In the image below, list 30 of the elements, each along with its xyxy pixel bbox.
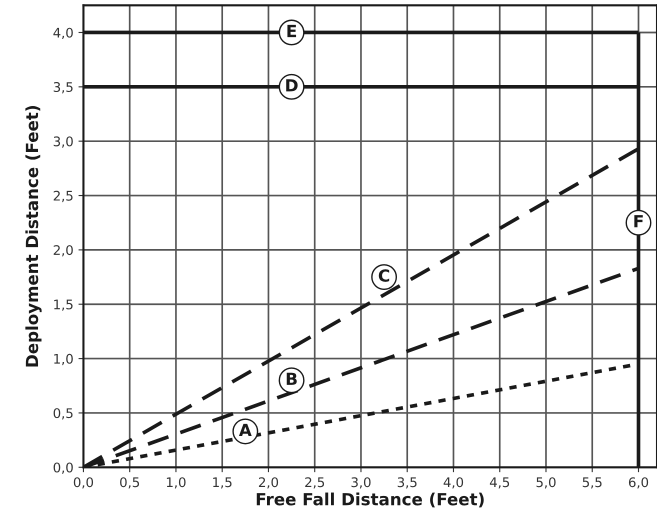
y-tick-label: 2,5 xyxy=(54,190,73,202)
x-tick-label: 2,0 xyxy=(258,477,278,489)
x-tick-label: 3,0 xyxy=(351,477,371,489)
x-tick-label: 3,5 xyxy=(398,477,417,489)
y-tick-label: 4,0 xyxy=(53,28,73,40)
y-tick-label: 1,5 xyxy=(54,300,73,311)
annotation: F xyxy=(634,215,643,228)
y-tick-label: 0,0 xyxy=(54,462,73,474)
y-tick-label: 1,0 xyxy=(54,354,73,366)
x-tick-label: 0,5 xyxy=(120,477,140,489)
x-tick-label: 4,0 xyxy=(444,477,464,489)
x-tick-label: 5,5 xyxy=(582,477,602,489)
x-tick-label: 6,0 xyxy=(628,477,648,489)
y-axis-title: Deployment Distance (Feet) xyxy=(25,106,42,366)
annotation: D xyxy=(286,79,298,92)
x-tick-label: 0,0 xyxy=(74,477,94,489)
annotation: C xyxy=(378,269,390,282)
annotation: A xyxy=(238,424,252,436)
annotation: E xyxy=(287,24,296,38)
y-tick-label: 3,5 xyxy=(54,82,73,94)
y-tick-label: 2,0 xyxy=(54,245,73,256)
y-tick-label: 0,5 xyxy=(54,408,73,420)
x-tick-label: 2,5 xyxy=(305,477,324,489)
y-tick-label: 3,0 xyxy=(54,136,73,148)
x-tick-label: 1,0 xyxy=(166,477,186,489)
x-tick-label: 1,5 xyxy=(213,477,232,489)
x-axis-title: Free Fall Distance (Feet) xyxy=(256,492,484,508)
annotation: B xyxy=(286,372,297,385)
x-tick-label: 4,5 xyxy=(490,477,510,489)
x-tick-label: 5,0 xyxy=(536,477,556,489)
